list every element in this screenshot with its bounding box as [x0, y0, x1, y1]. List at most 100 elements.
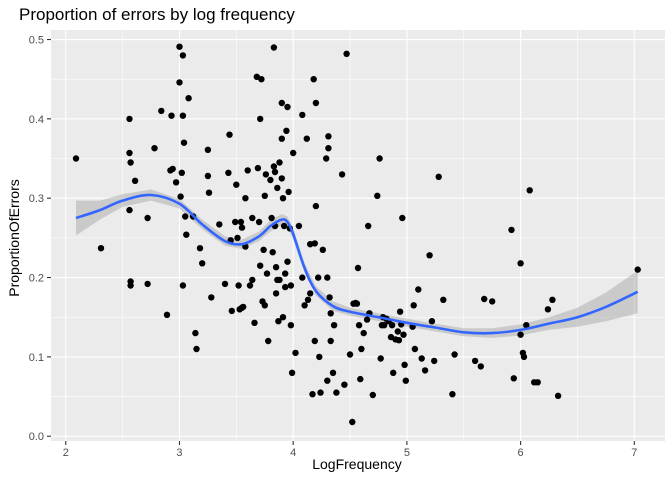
data-point [421, 367, 429, 374]
data-point [324, 274, 331, 281]
data-point [249, 276, 256, 284]
data-point [284, 103, 291, 111]
data-point [402, 377, 409, 384]
data-point [169, 165, 176, 173]
data-point [299, 111, 306, 119]
data-point [326, 294, 333, 301]
data-point [183, 231, 190, 238]
data-point [226, 131, 233, 138]
data-point [299, 274, 306, 281]
data-point [225, 169, 232, 176]
x-tick-label: 6 [518, 447, 524, 459]
data-point [284, 258, 291, 265]
data-point [260, 246, 267, 253]
data-point [415, 286, 422, 293]
data-point [178, 169, 185, 176]
data-point [377, 355, 384, 362]
data-point [204, 172, 212, 180]
data-point [346, 351, 354, 358]
data-point [358, 345, 365, 353]
data-point [274, 184, 281, 192]
data-point [396, 308, 404, 315]
data-points [72, 43, 641, 426]
data-point [235, 282, 242, 289]
data-point [435, 173, 442, 180]
data-point [418, 355, 425, 362]
data-point [471, 357, 479, 365]
data-point [193, 345, 200, 353]
x-tick-label: 3 [176, 447, 182, 459]
data-point [176, 43, 183, 50]
data-point [268, 214, 275, 222]
data-point [374, 192, 381, 199]
data-point [526, 187, 533, 194]
data-point [369, 391, 376, 399]
x-tick-label: 7 [631, 447, 637, 459]
data-point [131, 177, 139, 184]
data-point [228, 307, 235, 315]
data-point [288, 369, 296, 376]
data-point [177, 193, 184, 200]
data-point [246, 282, 254, 289]
y-tick-label: 0.4 [29, 114, 44, 126]
y-tick-label: 0.1 [29, 352, 44, 364]
data-point [508, 226, 515, 234]
data-point [365, 222, 372, 230]
data-point [144, 214, 151, 222]
data-point [357, 375, 364, 383]
data-point [317, 389, 324, 396]
y-tick-label: 0.0 [29, 431, 44, 443]
data-point [249, 214, 256, 222]
data-point [278, 175, 285, 182]
data-point [315, 274, 322, 281]
data-point [394, 328, 401, 335]
data-point [270, 163, 278, 170]
data-point [355, 322, 363, 329]
data-point [363, 316, 371, 323]
data-point [312, 99, 320, 107]
data-point [151, 145, 158, 152]
data-point [232, 218, 239, 226]
data-point [276, 159, 283, 166]
data-point [489, 298, 496, 305]
data-point [400, 331, 407, 338]
data-point [233, 181, 240, 188]
data-point [287, 322, 295, 329]
data-point [341, 381, 348, 388]
y-axis: 0.0 0.1 0.2 0.3 0.4 0.5 [29, 35, 51, 443]
grid-major [51, 30, 665, 441]
data-point [254, 164, 262, 172]
x-tick-label: 5 [404, 447, 410, 459]
data-point [353, 300, 361, 307]
data-point [411, 345, 419, 353]
data-point [324, 377, 331, 384]
data-point [388, 322, 396, 329]
data-point [271, 168, 279, 176]
data-point [343, 50, 350, 57]
data-point [269, 249, 276, 256]
data-point [295, 222, 303, 230]
data-point [237, 218, 245, 226]
data-point [325, 145, 332, 152]
data-point [310, 76, 317, 83]
data-point [234, 234, 241, 242]
data-point [410, 302, 417, 309]
data-point [179, 282, 187, 289]
data-point [257, 115, 264, 123]
data-point [287, 282, 295, 289]
y-tick-label: 0.5 [29, 35, 44, 47]
data-point [316, 353, 323, 361]
data-point [204, 146, 212, 153]
data-point [179, 52, 187, 59]
data-point [323, 155, 330, 162]
data-point [303, 135, 310, 142]
data-point [158, 107, 165, 115]
data-point [282, 270, 289, 277]
data-point [144, 280, 151, 288]
data-point [301, 302, 308, 309]
x-axis: 2 3 4 5 6 7 [63, 441, 637, 459]
data-point [327, 337, 334, 345]
data-point [257, 262, 264, 269]
